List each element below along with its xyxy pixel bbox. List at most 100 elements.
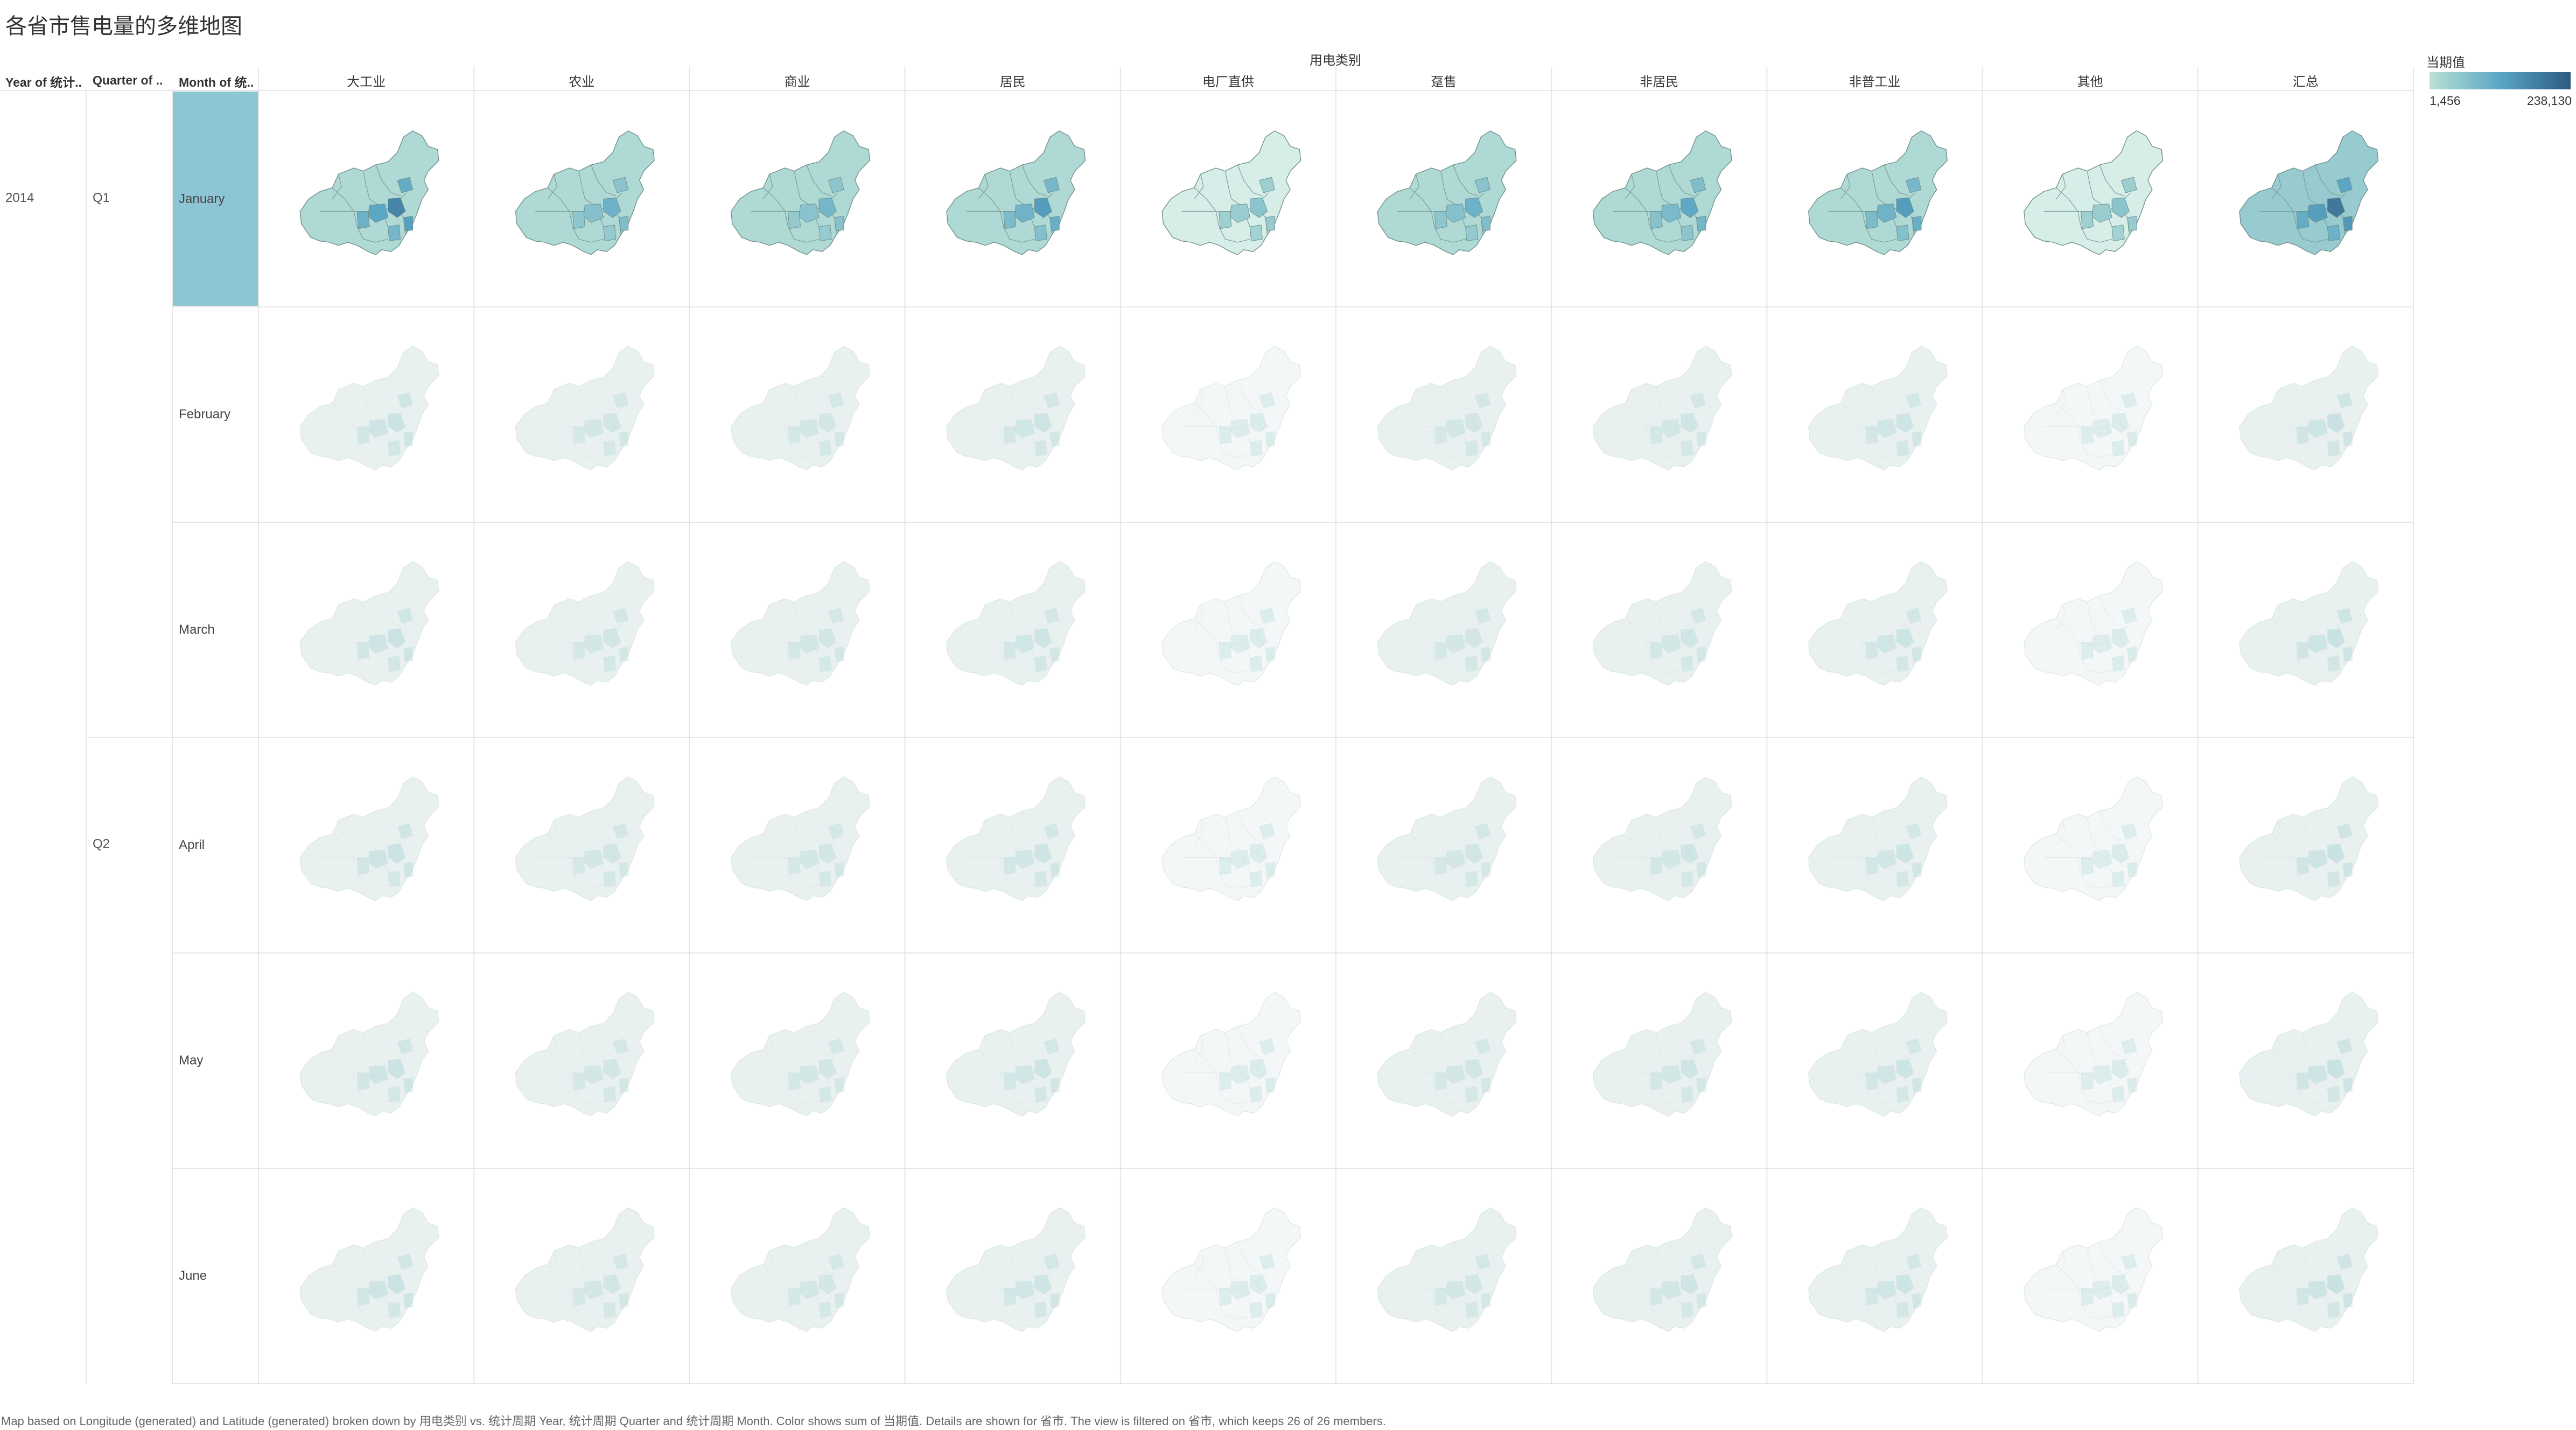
province-region[interactable] [1808, 130, 1948, 255]
province-highlight[interactable] [1250, 1086, 1263, 1103]
province-highlight[interactable] [1865, 1072, 1878, 1091]
province-highlight[interactable] [388, 225, 401, 242]
province-highlight[interactable] [834, 216, 844, 232]
province-highlight[interactable] [828, 607, 844, 624]
province-highlight[interactable] [619, 1077, 629, 1093]
province-region[interactable] [731, 561, 870, 686]
province-highlight[interactable] [1474, 1253, 1491, 1270]
province-highlight[interactable] [818, 440, 832, 457]
province-highlight[interactable] [2081, 211, 2094, 229]
province-highlight[interactable] [397, 1253, 414, 1270]
province-highlight[interactable] [2111, 225, 2125, 242]
province-highlight[interactable] [828, 1253, 844, 1270]
map-4-6[interactable] [1592, 992, 1732, 1117]
map-5-7[interactable] [1808, 1207, 1948, 1332]
province-highlight[interactable] [1696, 1077, 1706, 1093]
province-highlight[interactable] [1219, 211, 1232, 229]
province-highlight[interactable] [2081, 642, 2094, 660]
province-highlight[interactable] [603, 412, 621, 433]
map-1-6[interactable] [1592, 346, 1732, 471]
province-highlight[interactable] [612, 1253, 629, 1270]
province-highlight[interactable] [2120, 392, 2137, 409]
province-highlight[interactable] [1250, 843, 1268, 864]
province-region[interactable] [1592, 1207, 1732, 1332]
province-highlight[interactable] [1219, 426, 1232, 445]
province-highlight[interactable] [1265, 216, 1275, 232]
province-highlight[interactable] [1681, 1301, 1694, 1319]
province-highlight[interactable] [818, 871, 832, 888]
province-region[interactable] [2024, 346, 2164, 471]
province-highlight[interactable] [834, 647, 844, 662]
map-3-6[interactable] [1592, 776, 1732, 901]
month-header[interactable]: Month of 统.. [179, 75, 254, 89]
province-highlight[interactable] [388, 1274, 406, 1295]
province-highlight[interactable] [818, 1274, 837, 1295]
province-highlight[interactable] [1265, 862, 1275, 878]
province-highlight[interactable] [2081, 1288, 2094, 1306]
province-highlight[interactable] [1896, 225, 1909, 242]
province-highlight[interactable] [1250, 871, 1263, 888]
province-region[interactable] [1808, 346, 1948, 471]
province-region[interactable] [2024, 1207, 2164, 1332]
province-highlight[interactable] [1905, 392, 1922, 409]
province-highlight[interactable] [403, 1077, 413, 1093]
province-highlight[interactable] [356, 857, 370, 875]
province-highlight[interactable] [2327, 843, 2346, 864]
map-5-2[interactable] [731, 1207, 870, 1332]
province-highlight[interactable] [1249, 225, 1263, 242]
province-highlight[interactable] [1681, 440, 1694, 457]
province-highlight[interactable] [619, 862, 629, 878]
province-region[interactable] [1808, 992, 1948, 1117]
map-2-1[interactable] [515, 561, 655, 686]
province-region[interactable] [731, 1207, 870, 1332]
province-region[interactable] [515, 346, 655, 471]
column-label-0[interactable]: 大工业 [347, 75, 386, 89]
map-3-8[interactable] [2024, 776, 2164, 901]
province-highlight[interactable] [2327, 871, 2340, 888]
map-4-3[interactable] [946, 992, 1086, 1117]
province-highlight[interactable] [2111, 412, 2130, 433]
province-highlight[interactable] [788, 642, 801, 660]
province-region[interactable] [1592, 776, 1732, 901]
province-highlight[interactable] [572, 857, 585, 875]
column-label-7[interactable]: 非普工业 [1849, 75, 1901, 89]
province-highlight[interactable] [1865, 857, 1878, 875]
province-highlight[interactable] [2336, 392, 2353, 409]
map-5-5[interactable] [1377, 1207, 1517, 1332]
province-highlight[interactable] [788, 211, 801, 229]
province-region[interactable] [299, 561, 439, 686]
province-region[interactable] [1377, 561, 1517, 686]
province-highlight[interactable] [1250, 440, 1263, 457]
province-highlight[interactable] [1003, 426, 1017, 445]
province-highlight[interactable] [388, 843, 406, 864]
column-label-8[interactable]: 其他 [2077, 75, 2103, 89]
map-3-5[interactable] [1377, 776, 1517, 901]
map-0-0[interactable] [299, 130, 439, 255]
map-4-0[interactable] [299, 992, 439, 1117]
province-region[interactable] [946, 992, 1086, 1117]
map-5-8[interactable] [2024, 1207, 2164, 1332]
province-region[interactable] [730, 130, 871, 255]
legend-color-ramp[interactable] [2430, 72, 2571, 89]
province-region[interactable] [2239, 561, 2379, 686]
province-highlight[interactable] [397, 177, 414, 193]
province-region[interactable] [299, 130, 439, 255]
province-highlight[interactable] [603, 1086, 617, 1103]
province-highlight[interactable] [1690, 823, 1706, 839]
province-region[interactable] [946, 1207, 1086, 1332]
province-highlight[interactable] [356, 1288, 370, 1306]
month-label-3[interactable]: April [179, 838, 205, 852]
map-5-6[interactable] [1592, 1207, 1732, 1332]
province-highlight[interactable] [818, 1059, 837, 1079]
province-highlight[interactable] [603, 1059, 621, 1079]
province-highlight[interactable] [1043, 177, 1060, 193]
province-highlight[interactable] [2111, 197, 2130, 218]
province-highlight[interactable] [2296, 1072, 2309, 1091]
province-highlight[interactable] [1912, 647, 1922, 662]
province-highlight[interactable] [612, 392, 629, 409]
province-highlight[interactable] [1905, 823, 1922, 839]
province-region[interactable] [515, 130, 655, 255]
map-1-2[interactable] [731, 346, 870, 471]
column-label-5[interactable]: 趸售 [1431, 75, 1457, 89]
province-highlight[interactable] [2127, 1293, 2137, 1308]
